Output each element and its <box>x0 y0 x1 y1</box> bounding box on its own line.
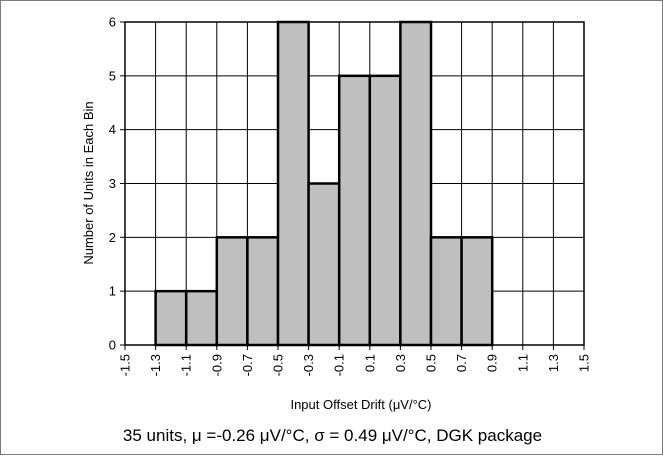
x-axis-label: Input Offset Drift (μV/°C) <box>290 397 431 412</box>
histogram-bar <box>215 236 249 347</box>
histogram-bar <box>460 236 494 347</box>
histogram-bar <box>246 236 280 347</box>
histogram-bar <box>307 182 341 347</box>
x-tick-label: -0.3 <box>301 354 316 376</box>
histogram-bar <box>154 289 188 347</box>
x-tick-label: 0.3 <box>393 354 408 372</box>
y-tick-labels: 0 1 2 3 4 5 6 <box>109 15 116 353</box>
x-tick-label: 1.5 <box>577 354 592 372</box>
chart-caption: 35 units, μ =-0.26 μV/°C, σ = 0.49 μV/°C… <box>122 426 543 445</box>
axes <box>120 21 585 350</box>
x-tick-label: -1.1 <box>179 354 194 376</box>
x-tick-label: -0.7 <box>240 354 255 376</box>
y-tick-label: 0 <box>109 338 116 353</box>
histogram-bar <box>429 236 463 347</box>
y-axis-label: Number of Units in Each Bin <box>81 101 96 264</box>
bars <box>154 20 494 347</box>
x-tick-label: -0.9 <box>209 354 224 376</box>
histogram-bar <box>337 74 372 347</box>
x-tick-label: 1.3 <box>546 354 561 372</box>
x-tick-label: -0.5 <box>271 354 286 376</box>
x-tick-label: 0.1 <box>362 354 377 372</box>
y-tick-label: 2 <box>109 230 116 245</box>
x-tick-label: 0.7 <box>454 354 469 372</box>
histogram-bar <box>184 289 219 347</box>
x-tick-label: -1.3 <box>148 354 163 376</box>
x-tick-label: 1.1 <box>515 354 530 372</box>
y-tick-label: 4 <box>109 122 116 137</box>
x-tick-labels: -1.5 -1.3 -1.1 -0.9 -0.7 -0.5 -0.3 -0.1 0.1 0.3 0.… <box>118 354 592 376</box>
x-tick-label: 0.9 <box>485 354 500 372</box>
histogram-bar <box>276 20 310 347</box>
histogram-bar <box>399 20 433 347</box>
histogram-bar <box>368 74 402 347</box>
y-tick-label: 5 <box>109 68 116 83</box>
x-tick-label: -1.5 <box>118 354 133 376</box>
x-tick-label: -0.1 <box>332 354 347 376</box>
y-tick-label: 6 <box>109 15 116 30</box>
y-tick-label: 1 <box>109 284 116 299</box>
x-tick-label: 0.5 <box>424 354 439 372</box>
y-tick-label: 3 <box>109 176 116 191</box>
